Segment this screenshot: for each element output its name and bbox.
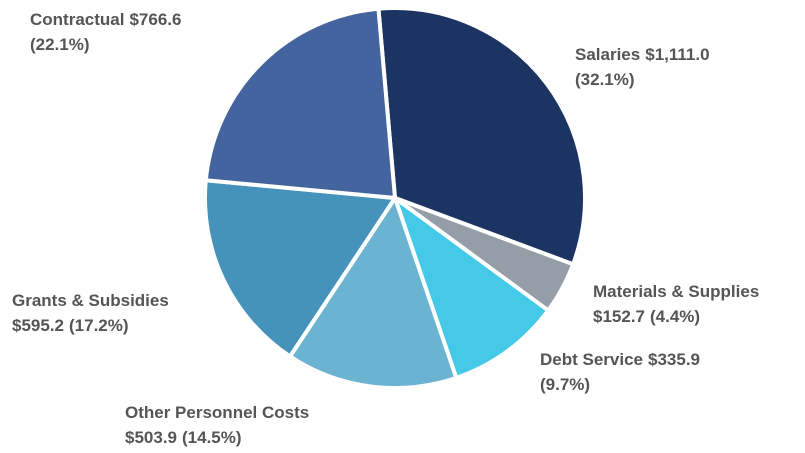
percent-label: (4.4%) (650, 307, 700, 326)
pie-slice (393, 196, 551, 380)
value-label: $766.6 (129, 10, 181, 29)
slice-label: Other Personnel Costs $503.9 (14.5%) (125, 403, 309, 447)
category-name: Debt Service (540, 350, 643, 369)
pie-slice (203, 6, 397, 200)
category-name: Contractual (30, 10, 124, 29)
category-name: Salaries (575, 45, 640, 64)
slice-label: Debt Service $335.9 (9.7%) (540, 350, 700, 394)
pie-slice (376, 6, 587, 267)
percent-label: (14.5%) (182, 428, 242, 447)
percent-label: (17.2%) (69, 316, 129, 335)
slice-label: Grants & Subsidies $595.2 (17.2%) (12, 291, 169, 335)
value-label: $152.7 (593, 307, 645, 326)
category-name: Other Personnel Costs (125, 403, 309, 422)
value-label: $503.9 (125, 428, 177, 447)
percent-label: (32.1%) (575, 70, 635, 89)
slice-label: Salaries $1,111.0 (32.1%) (575, 45, 710, 89)
percent-label: (22.1%) (30, 35, 90, 54)
value-label: $1,111.0 (645, 45, 709, 64)
category-name: Materials & Supplies (593, 282, 759, 301)
percent-label: (9.7%) (540, 375, 590, 394)
category-name: Grants & Subsidies (12, 291, 169, 310)
value-label: $335.9 (648, 350, 700, 369)
pie-slice (288, 196, 459, 390)
value-label: $595.2 (12, 316, 64, 335)
slice-label: Materials & Supplies $152.7 (4.4%) (593, 282, 759, 326)
slice-label: Contractual $766.6 (22.1%) (30, 10, 181, 54)
pie-slice (203, 178, 397, 359)
